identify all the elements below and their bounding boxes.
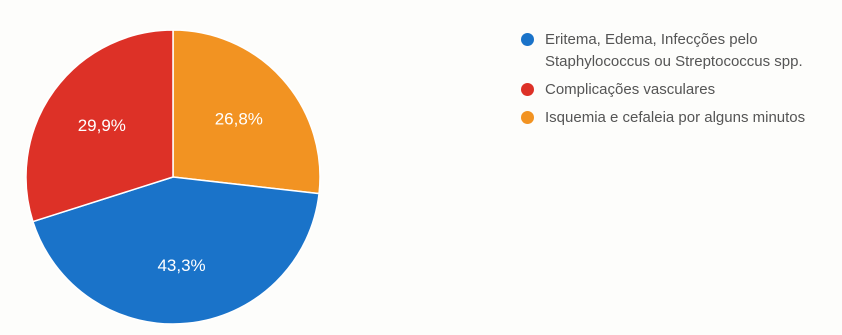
legend-item[interactable]: Complicações vasculares — [521, 79, 839, 101]
legend-swatch-orange — [521, 111, 534, 124]
pie-chart: 26,8% 43,3% 29,9% — [25, 29, 321, 325]
legend-item[interactable]: Isquemia e cefaleia por alguns minutos — [521, 107, 839, 129]
pie-slice[interactable] — [25, 29, 174, 223]
legend-swatch-blue — [521, 33, 534, 46]
legend-swatch-red — [521, 83, 534, 96]
slice-value-label: 43,3% — [157, 256, 205, 275]
legend-label: Complicações vasculares — [545, 81, 716, 98]
slice-value-label: 26,8% — [215, 109, 263, 128]
pie-slice[interactable] — [172, 29, 321, 195]
pie-slice[interactable] — [31, 176, 320, 325]
legend-label: Eritema, Edema, Infecções pelo Staphyloc… — [545, 31, 803, 70]
slice-value-label: 29,9% — [78, 116, 126, 135]
legend-label: Isquemia e cefaleia por alguns minutos — [545, 109, 806, 126]
chart-legend: Eritema, Edema, Infecções pelo Staphyloc… — [521, 29, 839, 135]
legend-item[interactable]: Eritema, Edema, Infecções pelo Staphyloc… — [521, 29, 839, 73]
